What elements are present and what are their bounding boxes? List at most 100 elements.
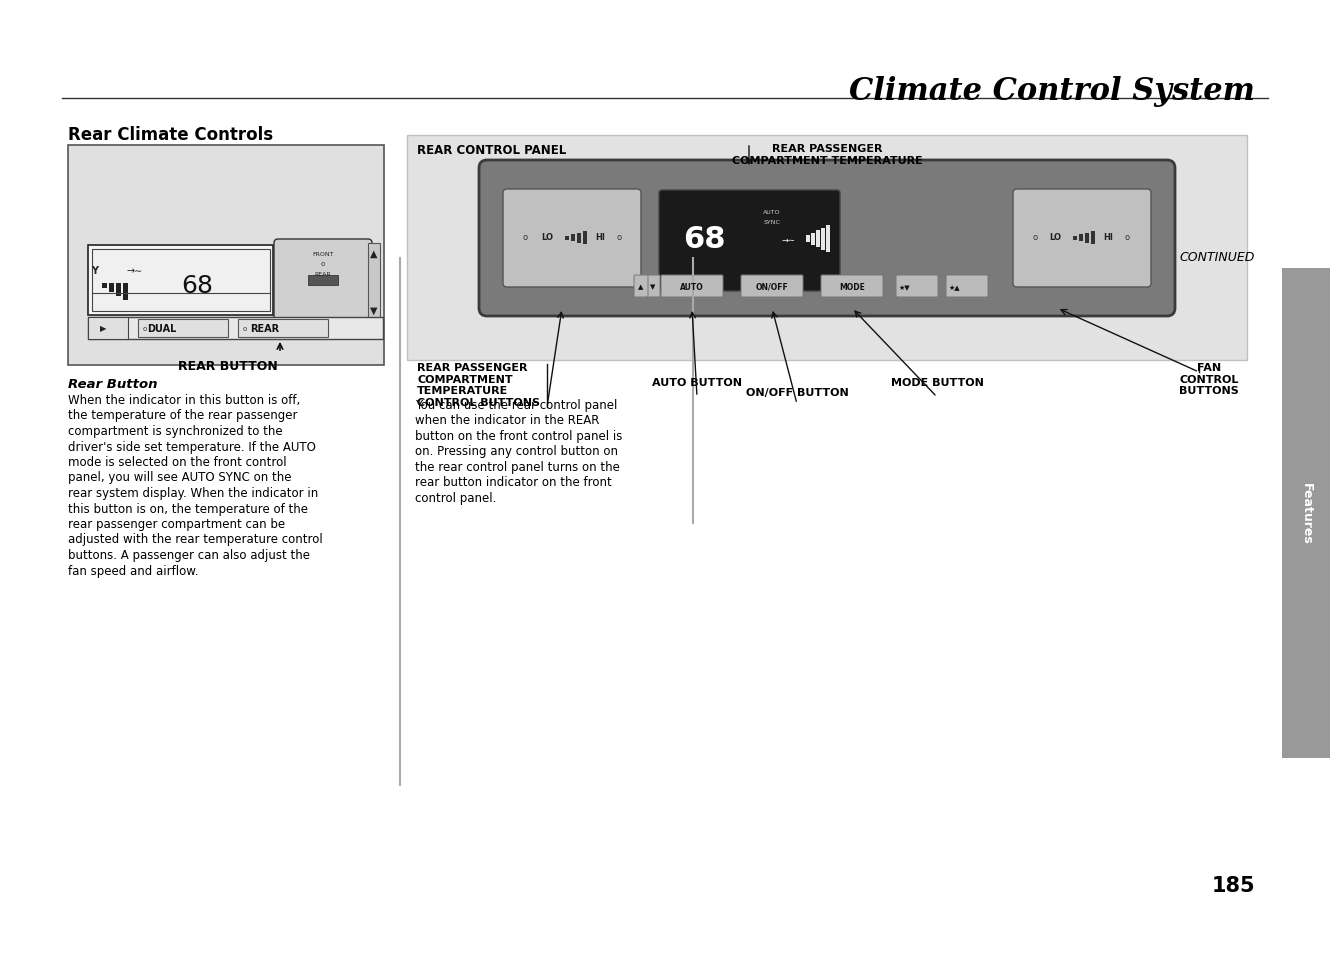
Text: Rear Climate Controls: Rear Climate Controls: [68, 126, 273, 144]
Text: REAR PASSENGER
COMPARTMENT TEMPERATURE: REAR PASSENGER COMPARTMENT TEMPERATURE: [731, 144, 922, 166]
FancyBboxPatch shape: [634, 275, 647, 297]
Text: REAR: REAR: [250, 324, 280, 334]
Bar: [811, 233, 815, 246]
Text: compartment is synchronized to the: compartment is synchronized to the: [68, 424, 282, 437]
Text: Climate Control System: Climate Control System: [848, 76, 1255, 107]
Text: fan speed and airflow.: fan speed and airflow.: [68, 564, 198, 577]
Text: control panel.: control panel.: [416, 492, 497, 504]
Text: HI: HI: [595, 233, 605, 241]
Bar: [826, 226, 830, 253]
Text: o: o: [522, 233, 527, 241]
Text: rear system display. When the indicator in: rear system display. When the indicator …: [68, 486, 318, 499]
FancyBboxPatch shape: [480, 161, 1175, 316]
Text: buttons. A passenger can also adjust the: buttons. A passenger can also adjust the: [68, 548, 310, 561]
Bar: [88, 317, 384, 339]
Bar: [817, 231, 821, 248]
Text: REAR: REAR: [314, 272, 332, 276]
Text: REAR PASSENGER
COMPARTMENT
TEMPERATURE
CONTROL BUTTONS: REAR PASSENGER COMPARTMENT TEMPERATURE C…: [417, 363, 539, 407]
FancyBboxPatch shape: [88, 246, 273, 315]
Bar: [1281, 269, 1329, 759]
Text: adjusted with the rear temperature control: adjusted with the rear temperature contr…: [68, 533, 322, 546]
FancyBboxPatch shape: [1014, 190, 1151, 288]
Text: ★▼: ★▼: [899, 284, 911, 290]
Bar: [238, 319, 328, 337]
Text: DUAL: DUAL: [148, 324, 177, 334]
Text: LO: LO: [541, 233, 553, 241]
Text: AUTO: AUTO: [681, 282, 703, 292]
Bar: [68, 146, 384, 366]
Bar: [577, 233, 581, 244]
Text: AUTO BUTTON: AUTO BUTTON: [651, 377, 742, 388]
Text: ▲: ▲: [638, 284, 643, 290]
Text: AUTO: AUTO: [763, 210, 781, 214]
Bar: [92, 250, 270, 312]
FancyBboxPatch shape: [946, 275, 988, 297]
Text: REAR CONTROL PANEL: REAR CONTROL PANEL: [417, 144, 566, 157]
FancyBboxPatch shape: [274, 240, 372, 328]
Bar: [565, 236, 569, 241]
Bar: [116, 284, 121, 296]
FancyBboxPatch shape: [896, 275, 938, 297]
FancyBboxPatch shape: [661, 275, 723, 297]
Text: o: o: [617, 233, 622, 241]
Bar: [583, 232, 587, 245]
Text: Y: Y: [92, 266, 99, 275]
Text: CONTINUED: CONTINUED: [1180, 251, 1255, 264]
Bar: [806, 235, 810, 243]
Bar: [88, 317, 128, 339]
Text: driver's side set temperature. If the AUTO: driver's side set temperature. If the AU…: [68, 440, 316, 453]
Text: REAR BUTTON: REAR BUTTON: [178, 359, 278, 373]
Text: ON/OFF: ON/OFF: [755, 282, 789, 292]
Bar: [1086, 233, 1090, 244]
Bar: [1074, 236, 1078, 241]
Text: when the indicator in the REAR: when the indicator in the REAR: [416, 414, 599, 427]
Text: You can use the rear control panel: You can use the rear control panel: [416, 398, 617, 412]
Text: HI: HI: [1103, 233, 1114, 241]
Text: MODE: MODE: [839, 282, 864, 292]
Text: ▼: ▼: [650, 284, 655, 290]
Text: this button is on, the temperature of the: this button is on, the temperature of th…: [68, 502, 308, 515]
FancyBboxPatch shape: [503, 190, 641, 288]
Text: Rear Button: Rear Button: [68, 377, 157, 391]
Text: o: o: [242, 326, 248, 332]
FancyBboxPatch shape: [646, 275, 659, 297]
Bar: [1079, 234, 1083, 242]
Text: on. Pressing any control button on: on. Pressing any control button on: [416, 445, 618, 458]
Bar: [821, 229, 825, 251]
Bar: [1091, 232, 1095, 245]
Text: MODE BUTTON: MODE BUTTON: [891, 377, 983, 388]
Text: o: o: [321, 261, 325, 267]
Text: →∼: →∼: [127, 266, 143, 275]
Text: Features: Features: [1300, 482, 1312, 544]
Bar: [103, 284, 107, 289]
Text: mode is selected on the front control: mode is selected on the front control: [68, 456, 286, 469]
Text: When the indicator in this button is off,: When the indicator in this button is off…: [68, 394, 300, 407]
Text: rear passenger compartment can be: rear passenger compartment can be: [68, 517, 285, 531]
Text: o: o: [143, 326, 148, 332]
Bar: [109, 284, 115, 293]
Text: o: o: [1124, 233, 1130, 241]
Text: button on the front control panel is: button on the front control panel is: [416, 430, 622, 442]
Text: ▲: ▲: [370, 249, 378, 258]
Text: ▼: ▼: [370, 306, 378, 315]
Text: ★▲: ★▲: [948, 284, 960, 290]
Text: →∼: →∼: [782, 235, 797, 244]
Bar: [308, 275, 338, 286]
Text: the temperature of the rear passenger: the temperature of the rear passenger: [68, 409, 297, 422]
Text: o: o: [1032, 233, 1038, 241]
FancyBboxPatch shape: [368, 244, 380, 324]
FancyBboxPatch shape: [821, 275, 883, 297]
Bar: [571, 234, 575, 242]
Bar: [139, 319, 228, 337]
Text: 185: 185: [1211, 875, 1255, 895]
Text: 68: 68: [683, 225, 725, 254]
Text: FAN
CONTROL
BUTTONS: FAN CONTROL BUTTONS: [1179, 363, 1239, 395]
Text: ▶: ▶: [100, 324, 107, 334]
FancyBboxPatch shape: [659, 191, 840, 292]
Text: rear button indicator on the front: rear button indicator on the front: [416, 476, 611, 489]
Text: SYNC: SYNC: [763, 219, 781, 224]
Text: the rear control panel turns on the: the rear control panel turns on the: [416, 460, 619, 474]
Text: LO: LO: [1050, 233, 1062, 241]
Bar: [408, 136, 1247, 360]
Text: panel, you will see AUTO SYNC on the: panel, you will see AUTO SYNC on the: [68, 471, 292, 484]
